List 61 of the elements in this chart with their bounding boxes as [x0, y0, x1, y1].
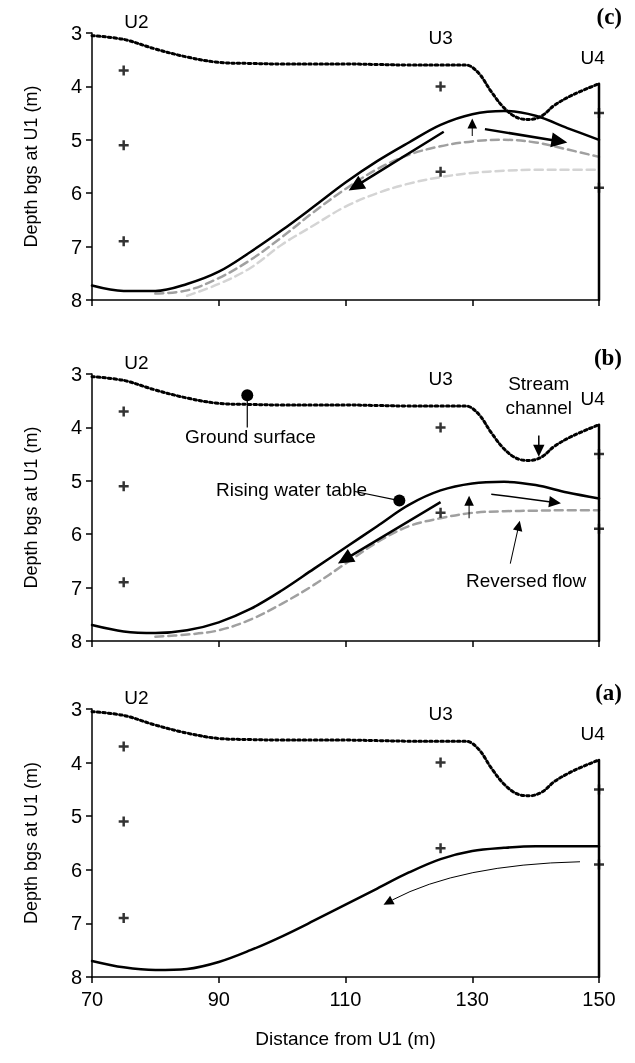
point [118, 741, 129, 752]
point [435, 81, 446, 92]
y-tick-label: 4 [70, 75, 82, 98]
point [594, 784, 604, 795]
y-tick-label: 6 [70, 182, 82, 205]
x-tick-label: 110 [329, 988, 362, 1010]
y-tick-label: 5 [70, 805, 82, 828]
y-tick-label: 4 [70, 751, 82, 774]
annotation: U4 [580, 387, 606, 409]
x-tick-label: 130 [455, 988, 489, 1010]
y-tick-label: 7 [70, 576, 82, 599]
y-tick-label: 3 [70, 698, 82, 720]
annotation: U3 [428, 26, 453, 48]
annotation: U4 [580, 722, 606, 744]
annotation: U4 [580, 46, 606, 68]
point [435, 422, 446, 433]
chart-title: (c) [596, 4, 622, 29]
annotation: Stream channel [505, 372, 573, 418]
y-tick-label: 5 [70, 469, 82, 492]
chart-title: (a) [595, 680, 623, 705]
text: U2 [124, 686, 149, 708]
y-tick-label: 6 [70, 858, 82, 881]
annotation: U3 [428, 702, 453, 724]
annotation: Ground surface [184, 426, 316, 448]
y-tick-label: 8 [70, 289, 82, 311]
point [118, 913, 129, 924]
line-series [154, 138, 601, 295]
point [118, 140, 129, 151]
point [435, 843, 446, 854]
annotation: U3 [428, 367, 453, 389]
x-tick-label: 70 [80, 988, 104, 1010]
annotation: Reversed flow [465, 570, 587, 592]
annotation: Rising water table [216, 478, 368, 500]
point [435, 166, 446, 177]
y-tick-label: 8 [70, 630, 82, 652]
text: U2 [124, 351, 149, 373]
y-tick-label: 3 [70, 22, 82, 44]
y-tick-label: 7 [70, 912, 82, 935]
y-tick-label: 5 [70, 128, 82, 151]
y-tick-label: 6 [70, 523, 82, 546]
point [118, 481, 129, 492]
y-tick-label: 8 [70, 966, 82, 988]
y-axis-title: Depth bgs at U1 (m) [21, 85, 41, 248]
y-tick-label: 4 [70, 416, 82, 439]
y-axis-title: Depth bgs at U1 (m) [21, 761, 41, 925]
y-tick-label: 7 [70, 235, 82, 258]
point [118, 816, 129, 827]
point [118, 577, 129, 588]
x-tick-label: 150 [582, 988, 616, 1010]
x-tick-label: 90 [207, 988, 230, 1010]
y-axis-title: Depth bgs at U1 (m) [21, 426, 41, 589]
text: U2 [124, 10, 149, 32]
point [594, 859, 604, 870]
point [435, 507, 446, 518]
point [435, 757, 446, 768]
point [118, 65, 129, 76]
point [118, 406, 129, 417]
point [118, 236, 129, 247]
y-tick-label: 3 [70, 363, 82, 385]
x-axis-title: Distance from U1 (m) [255, 1028, 436, 1049]
chart-title: (b) [593, 345, 623, 370]
